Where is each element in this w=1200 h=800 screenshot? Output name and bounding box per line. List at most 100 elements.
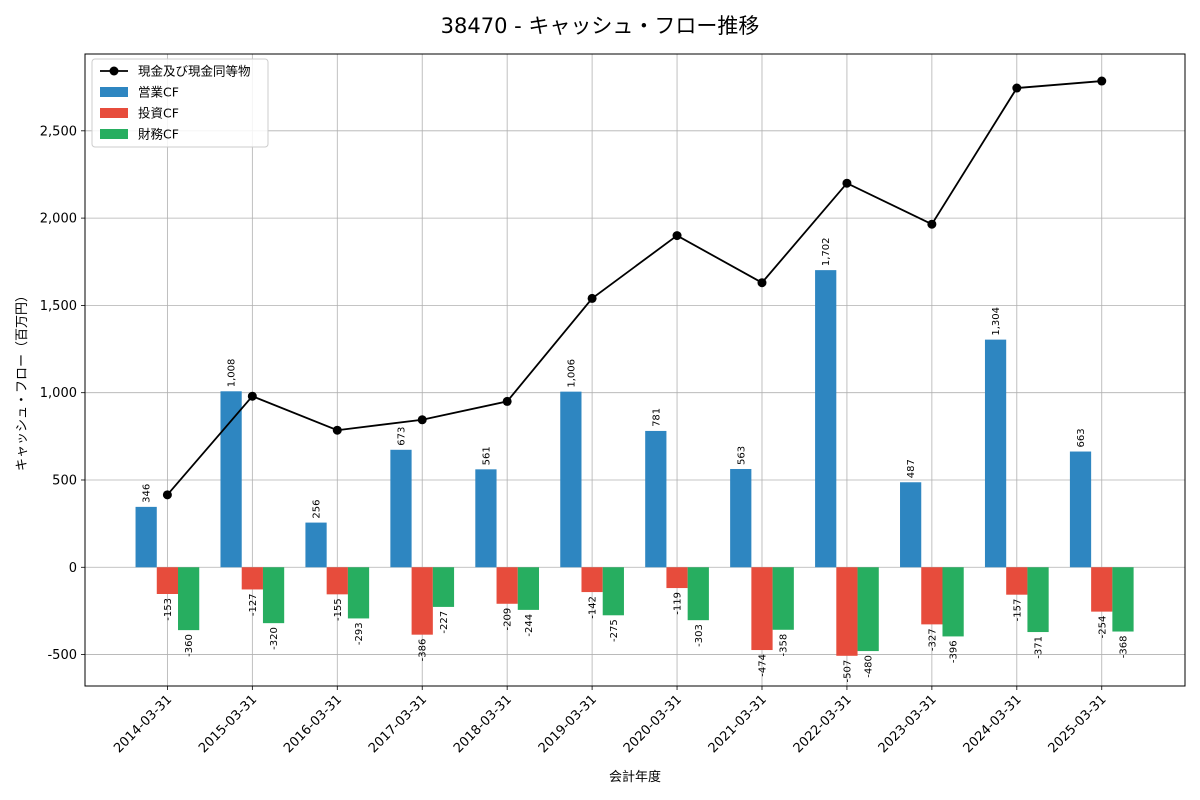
bar-investing — [156, 567, 179, 594]
bar-value-label: -142 — [588, 596, 599, 619]
bar-value-label: 1,008 — [227, 359, 238, 388]
cash-line-point — [1097, 76, 1107, 86]
bar-value-label: -153 — [163, 598, 174, 621]
bar-financing — [1112, 567, 1134, 632]
bar-value-label: -209 — [503, 608, 514, 631]
bar-value-label: -358 — [779, 634, 790, 657]
y-axis-label: キャッシュ・フロー（百万円） — [15, 289, 30, 471]
x-tick-label: 2014-03-31 — [111, 692, 175, 756]
bar-financing — [942, 567, 964, 637]
bar-value-label: -157 — [1012, 599, 1023, 622]
legend-label: 現金及び現金同等物 — [138, 64, 251, 79]
bar-value-label: -396 — [949, 640, 960, 663]
chart-title: 38470 - キャッシュ・フロー推移 — [441, 14, 760, 38]
bar-financing — [517, 567, 540, 610]
cash-line-point — [247, 391, 257, 401]
bar-financing — [857, 567, 879, 652]
bar-value-label: -254 — [1097, 616, 1108, 639]
bar-value-label: 1,702 — [821, 237, 832, 266]
y-tick-label: 0 — [69, 561, 77, 576]
plot-frame — [84, 53, 1186, 687]
bar-value-label: -244 — [524, 614, 535, 637]
bar-investing — [411, 567, 433, 635]
x-tick-label: 2025-03-31 — [1046, 692, 1110, 756]
x-tick-label: 2022-03-31 — [791, 692, 855, 756]
bar-investing — [921, 567, 943, 625]
x-tick-label: 2023-03-31 — [876, 692, 940, 756]
legend-label: 投資CF — [138, 106, 179, 121]
bar-investing — [496, 567, 518, 604]
bar-financing — [1027, 567, 1049, 633]
bar-investing — [241, 567, 263, 590]
bar-financing — [347, 567, 370, 619]
bar-value-label: 663 — [1076, 428, 1087, 447]
bar-value-label: -360 — [184, 634, 195, 657]
bar-value-label: -127 — [248, 593, 259, 616]
bar-value-label: -275 — [609, 619, 620, 642]
bars — [135, 270, 1134, 656]
bar-financing — [432, 567, 455, 607]
legend-box — [91, 58, 269, 148]
y-tick-label: 500 — [52, 473, 77, 488]
bar-value-label: -507 — [842, 660, 853, 683]
x-tick-label: 2018-03-31 — [451, 692, 515, 756]
bar-value-label: 1,006 — [566, 359, 577, 388]
bar-investing — [751, 567, 773, 651]
bar-labels: 346 1,008 256 673 561 1,006 781 563 1,702 487 1,30… — [142, 237, 1130, 682]
bar-value-label: -303 — [694, 624, 705, 647]
bar-value-label: -293 — [354, 622, 365, 645]
bar-value-label: 673 — [396, 427, 407, 446]
bar-value-label: 1,304 — [991, 307, 1002, 336]
y-tick-label: -500 — [47, 648, 77, 663]
bar-operating — [984, 339, 1007, 568]
bar-value-label: 487 — [906, 459, 917, 478]
cash-line-path — [166, 80, 1102, 496]
bar-value-label: 781 — [651, 408, 662, 427]
x-tick-label: 2016-03-31 — [281, 692, 345, 756]
x-tick-label: 2017-03-31 — [366, 692, 430, 756]
y-tick-label: 2,000 — [40, 212, 77, 227]
bar-financing — [687, 567, 709, 621]
bar-value-label: -119 — [673, 592, 684, 615]
bar-investing — [581, 567, 603, 593]
cash-line-point — [332, 425, 342, 435]
bar-value-label: -320 — [269, 627, 280, 650]
bar-financing — [178, 567, 200, 631]
x-tick-label: 2015-03-31 — [196, 692, 260, 756]
axes: -500 0 500 1,000 1,500 2,000 2,500 2014-03-31 20… — [40, 53, 1186, 756]
bar-operating — [390, 449, 412, 568]
x-axis-label: 会計年度 — [609, 769, 661, 785]
bar-investing — [1091, 567, 1113, 612]
bar-operating — [560, 391, 582, 568]
cash-line-point — [927, 219, 937, 229]
bar-value-label: 346 — [142, 484, 153, 503]
legend-label: 財務CF — [138, 127, 179, 142]
bar-investing — [836, 567, 858, 656]
cash-line-point — [417, 415, 427, 425]
bar-value-label: -327 — [927, 628, 938, 651]
cash-line-point — [587, 293, 597, 303]
bar-operating — [1069, 451, 1092, 568]
x-tick-label: 2019-03-31 — [536, 692, 600, 756]
y-tick-label: 1,000 — [40, 386, 77, 401]
bar-operating — [135, 506, 157, 568]
y-tick-label: 1,500 — [40, 299, 77, 314]
bar-operating — [900, 482, 922, 568]
cash-line-point — [502, 396, 512, 406]
bar-operating — [730, 468, 752, 568]
bar-value-label: -474 — [757, 654, 768, 677]
legend-bar-swatch — [100, 87, 128, 97]
x-tick-label: 2020-03-31 — [621, 692, 685, 756]
bar-investing — [326, 567, 348, 595]
bar-value-label: -227 — [439, 611, 450, 634]
bar-operating — [220, 391, 242, 568]
cash-line-point — [1012, 83, 1022, 93]
legend-bar-swatch — [100, 108, 128, 118]
bar-value-label: -371 — [1034, 636, 1045, 659]
bar-operating — [815, 270, 837, 568]
bar-value-label: 563 — [736, 446, 747, 465]
y-tick-label: 2,500 — [40, 124, 77, 139]
bar-value-label: -386 — [418, 639, 429, 662]
